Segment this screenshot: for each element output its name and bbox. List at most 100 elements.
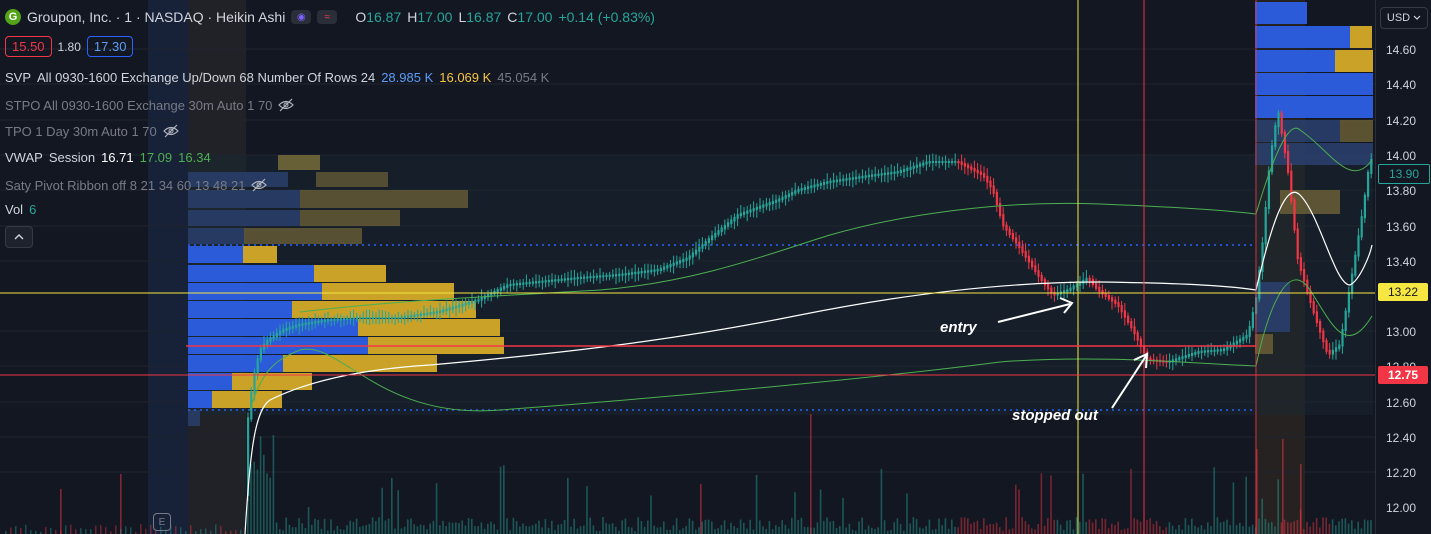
candle-body [771,200,774,205]
volume-bar [743,522,745,534]
indicator-svp[interactable]: SVP All 0930-1600 Exchange Up/Down 68 Nu… [5,70,550,85]
candle-body [1251,312,1254,329]
indicator-stpo[interactable]: STPO All 0930-1600 Exchange 30m Auto 1 7… [5,97,295,113]
volume-bar [1197,527,1199,534]
volume-bar [75,529,77,534]
volume-bar [40,531,42,534]
candle-body [922,162,925,166]
indicator-vwap[interactable]: VWAP Session 16.71 17.09 16.34 [5,150,211,165]
volume-bar [442,520,444,534]
volume-bar [781,520,783,534]
volume-bar [979,529,982,534]
volume-bar [1200,525,1203,534]
volume-bar [1341,518,1343,534]
volume-bar [435,483,438,534]
candle-body [691,252,694,258]
indicator-vol[interactable]: Vol 6 [5,202,37,217]
candle-body [1066,289,1069,293]
volume-bar [538,520,540,534]
candle-body [525,282,528,285]
volume-bar [1207,522,1209,534]
volume-bar [563,519,566,534]
candle-body [995,191,998,205]
candle-body [813,184,816,188]
candle-body [1133,326,1136,335]
volume-bar [634,530,636,534]
candle-body [999,203,1002,217]
candle-body [1101,290,1104,295]
volume-bar [145,528,147,534]
price-chart-canvas[interactable] [0,0,1375,534]
candle-body [323,319,326,323]
replay-icon[interactable]: ≈ [317,10,338,24]
volume-bar [823,520,825,534]
candle-body [1136,332,1139,341]
price-axis[interactable]: USD 14.60 14.40 14.20 14.00 13.80 13.60 … [1375,0,1431,534]
compare-icon[interactable]: ◉ [291,10,312,24]
hidden-eye-icon[interactable] [251,177,268,193]
indicator-tpo[interactable]: TPO 1 Day 30m Auto 1 70 [5,123,179,139]
candle-body [1043,279,1046,286]
candle-body [1063,290,1066,294]
volume-bar [20,528,22,534]
volume-bar [1075,517,1078,534]
candle-body [848,177,851,181]
volume-bar [669,529,671,534]
candle-body [355,317,358,320]
candle-body [634,271,637,275]
volume-bar [685,526,687,534]
currency-selector[interactable]: USD [1380,7,1428,29]
candle-body [1312,301,1315,314]
volume-bar [672,525,675,534]
candle-body [1088,277,1091,282]
volume-bar [115,525,117,534]
candle-body [1130,321,1133,329]
volume-bar [195,531,197,534]
volume-bar [90,529,92,534]
candle-body [627,272,630,276]
candle-body [1248,326,1251,337]
price-tick: 14.00 [1386,149,1417,163]
candle-body [419,313,422,317]
symbol-title[interactable]: Groupon, Inc. · 1 · NASDAQ · Heikin Ashi [27,9,286,25]
candle-body [1325,340,1328,352]
volume-bar [259,436,262,534]
volume-bar [1091,522,1094,534]
volume-bar [695,529,697,534]
candle-body [384,317,387,319]
candle-body [983,172,986,178]
candle-body [947,161,950,163]
hidden-eye-icon[interactable] [162,123,179,139]
candle-body [944,161,947,163]
open-value: 16.87 [366,9,402,25]
volume-bar [1024,521,1027,534]
candle-body [967,164,970,169]
volume-bar [528,526,531,534]
volume-bar [384,520,387,534]
candle-body [893,171,896,174]
volume-bar [1216,517,1219,534]
candle-body [1322,330,1325,343]
volume-bar [256,469,259,534]
volume-bar [1139,521,1142,534]
candle-body [253,372,256,394]
collapse-legend-button[interactable] [5,226,33,248]
candle-body [1178,357,1181,361]
symbol-header[interactable]: G Groupon, Inc. · 1 · NASDAQ · Heikin As… [5,9,655,25]
candle-body [541,280,544,283]
candle-body [1258,269,1261,300]
volume-bar [429,523,431,534]
volume-bar [1175,529,1177,534]
candle-body [643,270,646,274]
candle-body [647,270,650,273]
buy-button[interactable]: 17.30 [86,36,134,57]
hidden-eye-icon[interactable] [278,97,295,113]
indicator-saty-ribbon[interactable]: Saty Pivot Ribbon off 8 21 34 60 13 48 2… [5,177,268,193]
volume-bar [531,525,534,534]
volume-bar [220,525,222,534]
price-tick: 13.80 [1386,184,1417,198]
sell-button[interactable]: 15.50 [5,36,52,57]
volume-bar [832,520,835,534]
candle-body [842,178,845,182]
volume-bar [1159,526,1161,534]
